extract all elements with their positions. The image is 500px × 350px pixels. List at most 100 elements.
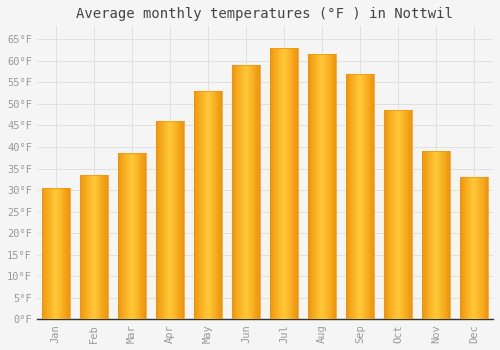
Bar (363, 74, 364, 320)
Bar (212, 91, 214, 320)
Bar (216, 91, 218, 320)
Bar (288, 48, 290, 320)
Bar (440, 151, 441, 320)
Bar (426, 151, 428, 320)
Bar (464, 177, 466, 320)
Bar (441, 151, 442, 320)
Bar (107, 175, 108, 320)
Bar (214, 91, 216, 320)
Bar (290, 48, 292, 320)
Bar (348, 74, 350, 320)
Bar (205, 91, 206, 320)
Bar (321, 54, 322, 320)
Bar (325, 54, 326, 320)
Bar (42, 188, 43, 320)
Bar (207, 91, 208, 320)
Bar (408, 110, 410, 320)
Bar (442, 151, 444, 320)
Bar (332, 54, 334, 320)
Bar (247, 65, 248, 320)
Bar (180, 121, 182, 320)
Bar (93, 175, 94, 320)
Bar (238, 65, 240, 320)
Bar (49, 188, 50, 320)
Bar (170, 121, 171, 320)
Bar (171, 121, 172, 320)
Bar (164, 121, 165, 320)
Bar (166, 121, 167, 320)
Bar (436, 151, 437, 320)
Bar (358, 74, 359, 320)
Bar (200, 91, 201, 320)
Bar (280, 48, 281, 320)
Bar (131, 153, 132, 320)
Bar (127, 153, 128, 320)
Bar (236, 65, 238, 320)
Bar (394, 110, 395, 320)
Bar (96, 175, 98, 320)
Bar (201, 91, 202, 320)
Bar (252, 65, 254, 320)
Bar (67, 188, 68, 320)
Bar (384, 110, 386, 320)
Bar (106, 175, 107, 320)
Bar (102, 175, 104, 320)
Bar (129, 153, 130, 320)
Bar (422, 151, 424, 320)
Bar (486, 177, 488, 320)
Bar (138, 153, 140, 320)
Bar (296, 48, 297, 320)
Bar (386, 110, 388, 320)
Bar (284, 48, 285, 320)
Bar (250, 65, 252, 320)
Bar (435, 151, 436, 320)
Bar (326, 54, 328, 320)
Bar (56, 188, 57, 320)
Bar (172, 121, 174, 320)
Bar (210, 91, 211, 320)
Bar (320, 54, 321, 320)
Bar (125, 153, 126, 320)
Bar (57, 188, 58, 320)
Bar (433, 151, 434, 320)
Bar (474, 177, 475, 320)
Bar (254, 65, 256, 320)
Bar (424, 151, 426, 320)
Bar (475, 177, 476, 320)
Bar (355, 74, 356, 320)
Bar (176, 121, 178, 320)
Bar (128, 153, 129, 320)
Bar (105, 175, 106, 320)
Bar (95, 175, 96, 320)
Bar (484, 177, 486, 320)
Bar (240, 65, 241, 320)
Bar (460, 177, 462, 320)
Bar (84, 175, 86, 320)
Bar (243, 65, 244, 320)
Bar (297, 48, 298, 320)
Bar (472, 177, 473, 320)
Bar (316, 54, 317, 320)
Bar (328, 54, 330, 320)
Bar (286, 48, 287, 320)
Bar (397, 110, 398, 320)
Bar (466, 177, 468, 320)
Bar (178, 121, 180, 320)
Bar (312, 54, 314, 320)
Bar (202, 91, 203, 320)
Bar (357, 74, 358, 320)
Title: Average monthly temperatures (°F ) in Nottwil: Average monthly temperatures (°F ) in No… (76, 7, 454, 21)
Bar (432, 151, 433, 320)
Bar (256, 65, 258, 320)
Bar (346, 74, 348, 320)
Bar (168, 121, 169, 320)
Bar (124, 153, 125, 320)
Bar (318, 54, 319, 320)
Bar (410, 110, 412, 320)
Bar (196, 91, 198, 320)
Bar (274, 48, 276, 320)
Bar (388, 110, 390, 320)
Bar (406, 110, 408, 320)
Bar (362, 74, 363, 320)
Bar (68, 188, 69, 320)
